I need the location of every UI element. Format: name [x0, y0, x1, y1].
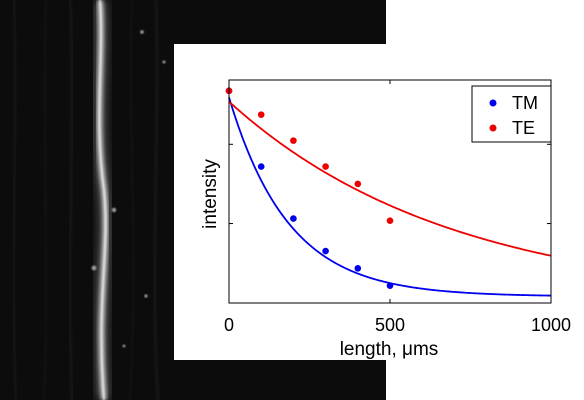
legend-marker-te: [489, 124, 497, 132]
chart-legend: TM TE: [471, 85, 552, 143]
data-point-tm-5: [386, 282, 394, 289]
legend-label-tm: TM: [512, 93, 538, 113]
data-point-tm-3: [322, 247, 329, 255]
data-point-te-2: [290, 137, 297, 144]
data-point-te-1: [257, 111, 265, 118]
x-tick-label-1000: 1000: [531, 315, 571, 335]
axes-layer: 0 500 1000: [224, 79, 571, 335]
data-point-te-4: [354, 180, 362, 188]
fit-line-te: [228, 100, 552, 257]
legend-box: [471, 85, 552, 143]
legend-label-te: TE: [512, 118, 535, 138]
data-point-te-3: [322, 163, 329, 170]
x-tick-label-0: 0: [224, 315, 234, 335]
series-layer: [225, 87, 552, 297]
data-point-te-5: [386, 217, 394, 225]
legend-marker-tm: [489, 99, 497, 107]
data-point-tm-1: [257, 163, 265, 170]
x-axis-label: length, μms: [340, 339, 439, 360]
data-point-tm-4: [354, 265, 362, 272]
x-tick-label-500: 500: [375, 315, 405, 335]
y-axis-label: intensity: [200, 159, 221, 229]
data-point-tm-2: [290, 215, 297, 222]
